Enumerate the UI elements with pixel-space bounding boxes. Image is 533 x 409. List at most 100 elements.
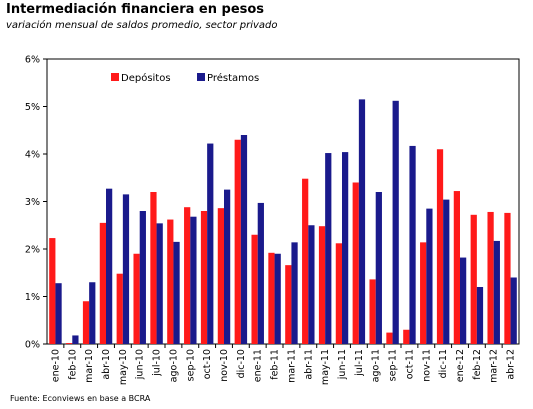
bar-prestamos <box>224 189 231 344</box>
bar-prestamos <box>493 240 500 344</box>
x-tick-label: ene-11 <box>253 349 264 382</box>
bar-depositos <box>335 243 342 344</box>
x-tick-label: feb-10 <box>67 349 78 380</box>
bar-depositos <box>504 212 511 344</box>
bar-prestamos <box>308 225 315 344</box>
bar-prestamos <box>291 242 298 344</box>
bar-prestamos <box>55 283 62 344</box>
bar-depositos <box>420 242 427 344</box>
x-tick-label: jun-10 <box>135 349 146 380</box>
x-tick-label: abr-11 <box>303 349 314 380</box>
bar-prestamos <box>274 253 281 344</box>
bar-depositos <box>285 265 292 344</box>
x-tick-label: mar-11 <box>286 349 297 383</box>
bar-prestamos <box>443 199 450 344</box>
x-tick-label: ago-10 <box>168 349 179 382</box>
bar-depositos <box>234 139 241 344</box>
x-tick-label: mar-10 <box>84 349 95 383</box>
y-axis: 0% 1% 2% 3% 4% 5% 6% <box>25 55 47 351</box>
x-tick-label: jul-11 <box>354 349 365 377</box>
bar-depositos <box>217 208 224 344</box>
bar-depositos <box>49 238 56 344</box>
bar-depositos <box>184 207 191 344</box>
x-tick-label: mar-12 <box>489 349 500 383</box>
bar-depositos <box>82 301 90 344</box>
y-tick-label: 5% <box>25 102 40 113</box>
bar-depositos <box>268 252 275 344</box>
x-tick-label: feb-11 <box>270 349 281 380</box>
bar-depositos <box>318 226 326 344</box>
bar-prestamos <box>392 100 399 344</box>
bar-prestamos <box>106 188 113 344</box>
x-tick-label: may-11 <box>320 349 331 385</box>
x-tick-label: dic-11 <box>438 349 449 378</box>
source-note: Fuente: Econviews en base a BCRA <box>10 394 151 403</box>
bar-prestamos <box>190 216 197 344</box>
bar-depositos <box>150 192 157 344</box>
bar-depositos <box>352 182 359 344</box>
bar-prestamos <box>325 153 332 344</box>
bar-depositos <box>66 343 73 344</box>
bar-depositos <box>167 219 174 344</box>
x-tick-label: nov-11 <box>421 349 432 382</box>
y-tick-label: 0% <box>25 340 40 351</box>
x-tick-label: oct-11 <box>404 349 415 379</box>
bar-prestamos <box>460 257 467 344</box>
bar-prestamos <box>358 99 366 344</box>
bar-prestamos <box>207 143 214 344</box>
bar-prestamos <box>72 335 79 344</box>
x-tick-label: jul-10 <box>152 349 163 377</box>
bar-depositos <box>436 149 444 344</box>
bar-depositos <box>470 214 477 344</box>
legend-label: Depósitos <box>121 72 171 84</box>
bar-depositos <box>251 234 258 344</box>
bar-prestamos <box>375 192 382 344</box>
legend-swatch <box>197 73 205 81</box>
bar-depositos <box>487 211 494 344</box>
bar-depositos <box>302 178 309 344</box>
x-tick-label: sep-11 <box>388 349 399 381</box>
x-tick-label: feb-12 <box>472 349 483 380</box>
legend: Depósitos Préstamos <box>111 72 259 84</box>
y-tick-label: 2% <box>25 245 40 256</box>
legend-swatch <box>111 73 119 81</box>
bar-prestamos <box>257 202 264 344</box>
bar-prestamos <box>409 145 416 344</box>
bar-prestamos <box>426 208 433 344</box>
y-tick-label: 1% <box>25 292 40 303</box>
chart-subtitle: variación mensual de saldos promedio, se… <box>6 20 278 31</box>
bar-depositos <box>133 253 140 344</box>
bar-prestamos <box>240 135 248 344</box>
bar-depositos <box>99 222 106 344</box>
x-tick-label: ene-12 <box>455 349 466 382</box>
bar-depositos <box>369 279 376 344</box>
bar-depositos <box>386 332 393 344</box>
bar-depositos <box>453 191 460 344</box>
x-tick-label: jun-11 <box>337 349 348 380</box>
bar-prestamos <box>122 194 130 344</box>
bar-prestamos <box>476 287 484 344</box>
x-tick-label: ene-10 <box>50 349 61 382</box>
bar-prestamos <box>342 152 349 344</box>
bar-prestamos <box>156 223 163 344</box>
x-tick-label: sep-10 <box>185 349 196 381</box>
x-tick-label: abr-10 <box>101 349 112 380</box>
x-tick-label: abr-12 <box>506 349 517 380</box>
chart-title: Intermediación financiera en pesos <box>6 2 265 17</box>
y-tick-label: 3% <box>25 197 40 208</box>
bar-prestamos <box>510 277 517 344</box>
y-tick-label: 6% <box>25 55 40 66</box>
x-tick-label: dic-10 <box>236 349 247 378</box>
bar-prestamos <box>89 282 96 344</box>
x-tick-label: may-10 <box>118 349 129 385</box>
x-axis: ene-10 feb-10 mar-10 abr-10 may-10 jun-10 jul-… <box>50 344 517 385</box>
y-tick-label: 4% <box>25 150 40 161</box>
x-tick-label: nov-10 <box>219 349 230 382</box>
x-tick-label: ago-11 <box>371 349 382 382</box>
bar-depositos <box>200 211 208 344</box>
bar-prestamos <box>173 241 180 344</box>
x-tick-label: oct-10 <box>202 349 213 379</box>
bar-prestamos <box>139 211 146 344</box>
bars-group <box>49 99 517 344</box>
